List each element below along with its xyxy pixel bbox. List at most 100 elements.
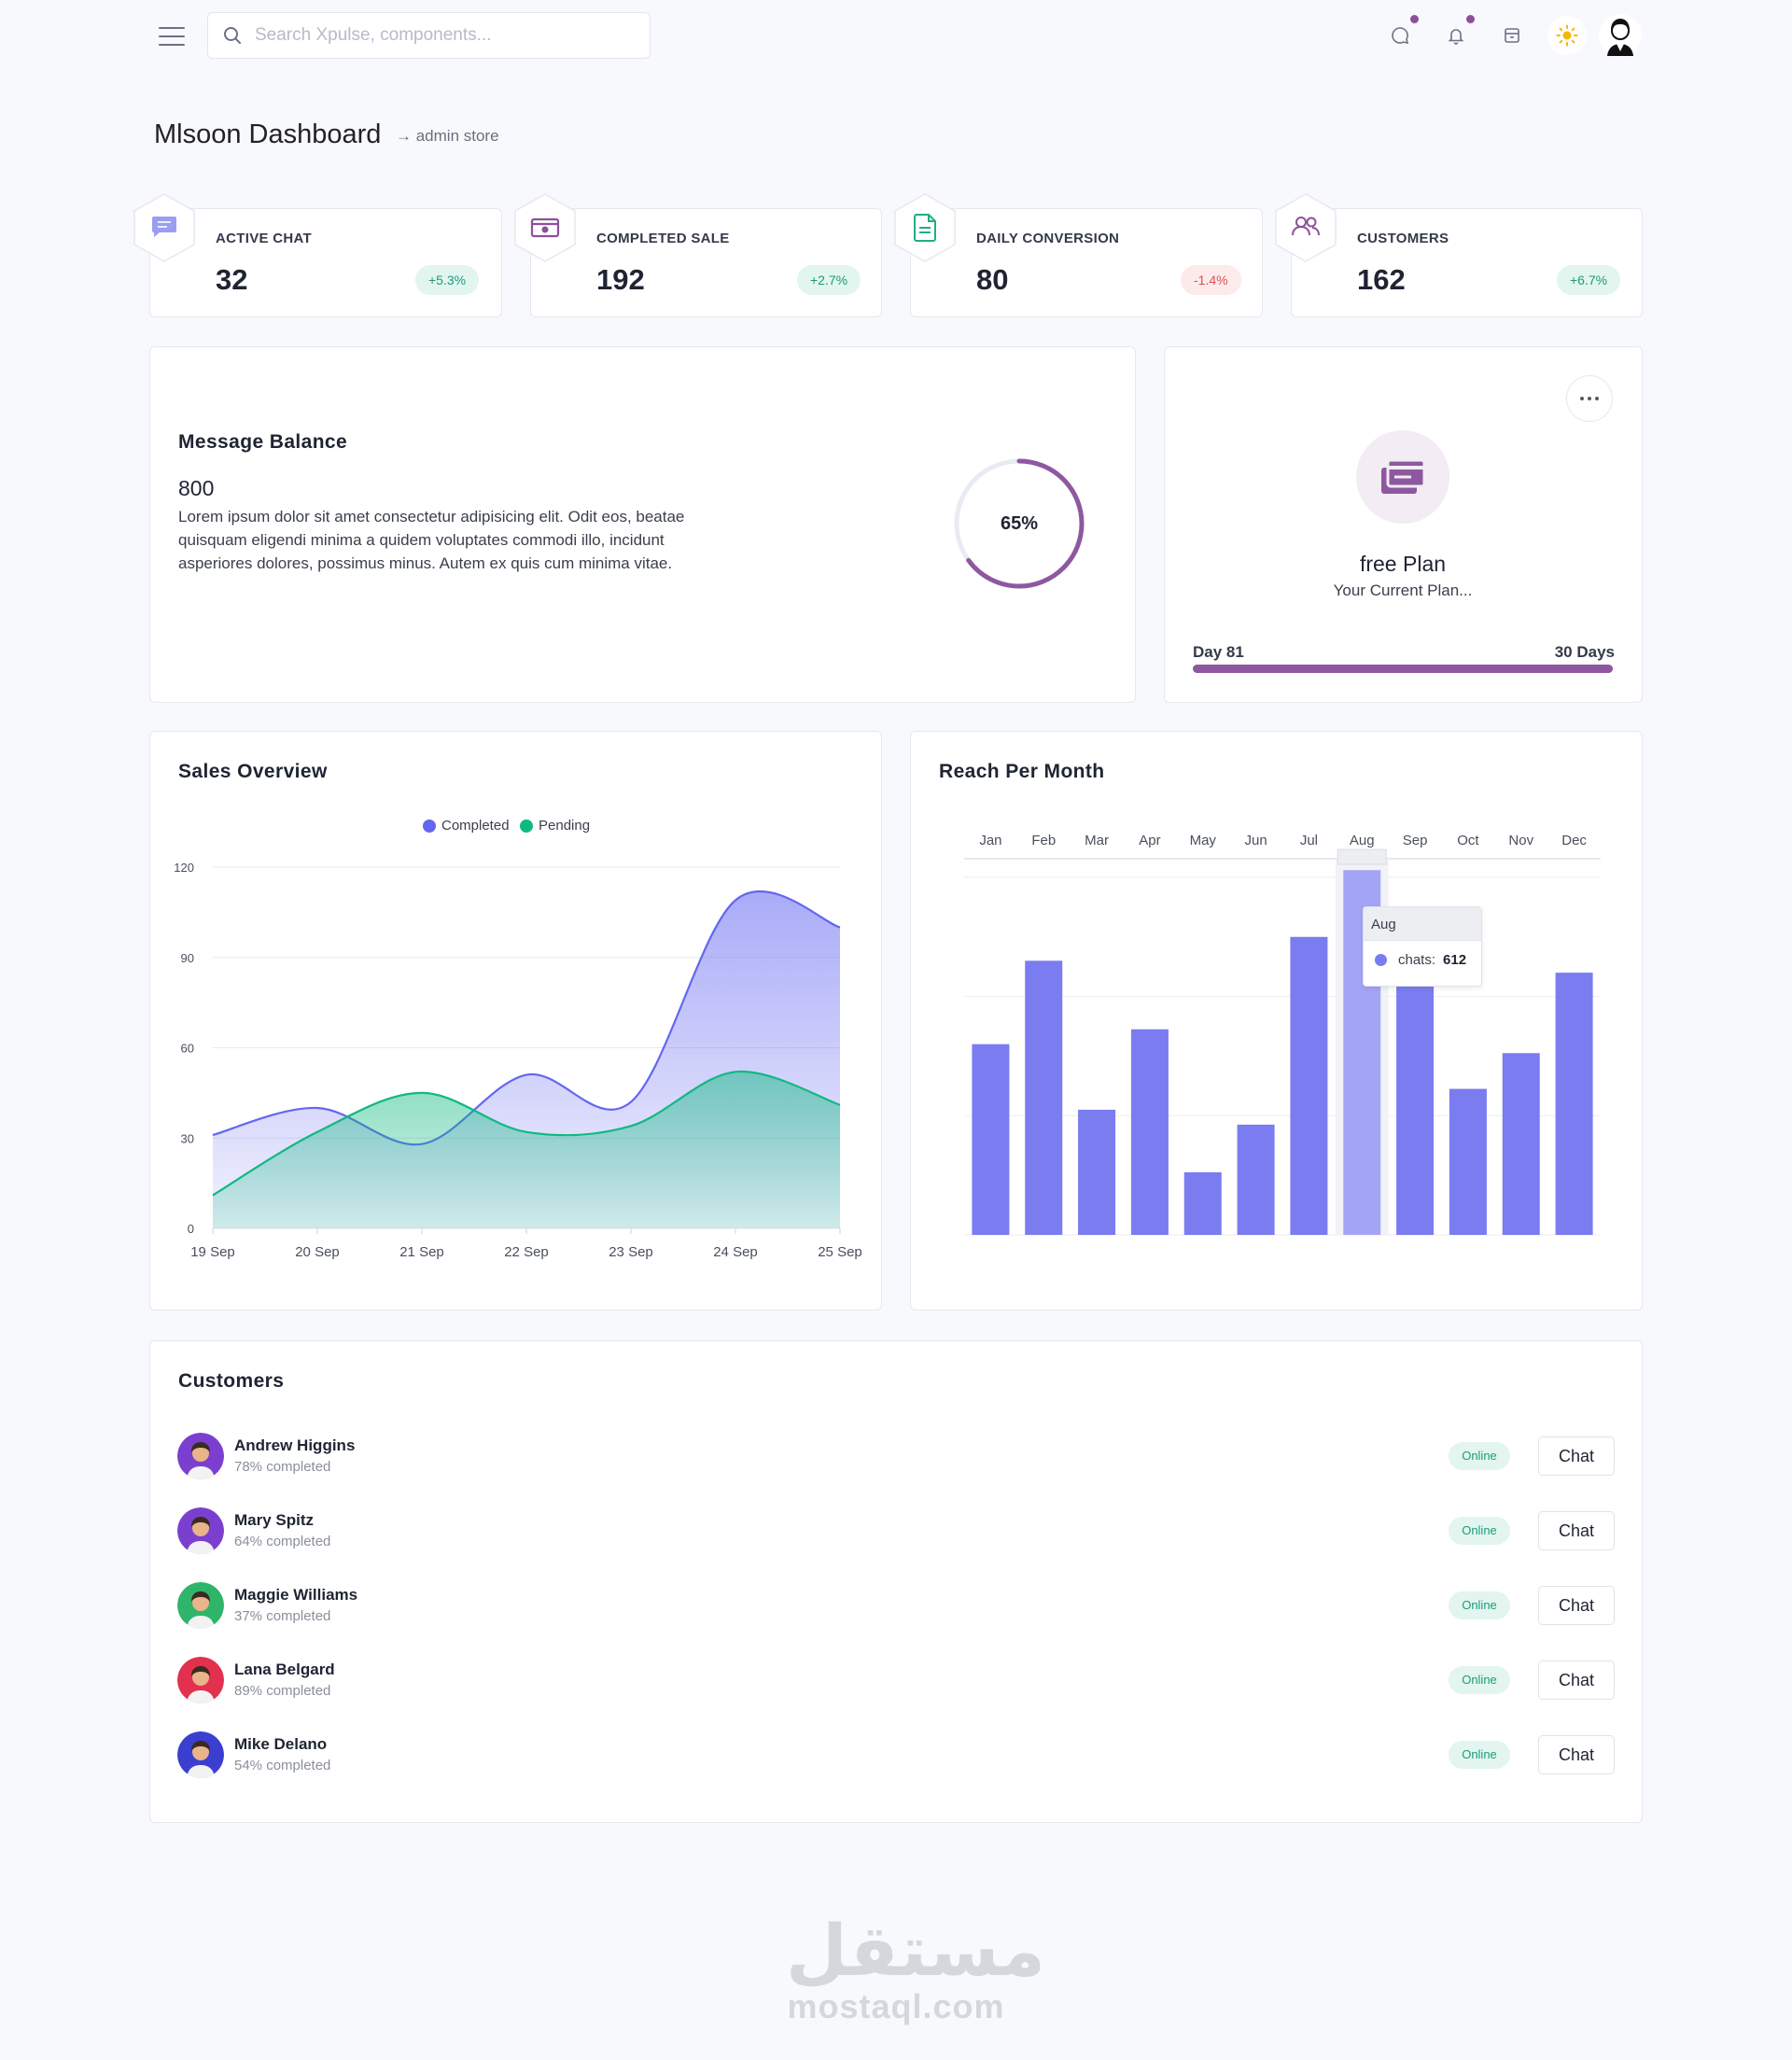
tooltip-body: chats: 612 xyxy=(1364,941,1481,968)
search-input[interactable] xyxy=(255,13,628,58)
x-tick-label: Nov xyxy=(1508,833,1533,848)
customer-row: Andrew Higgins 78% completed Online Chat xyxy=(177,1431,1615,1481)
chart-tooltip: Aug chats: 612 xyxy=(1363,906,1482,987)
series-line xyxy=(212,1070,841,1197)
x-tick-label: 21 Sep xyxy=(399,1244,444,1260)
customer-progress: 37% completed xyxy=(234,1608,331,1624)
message-balance-title: Message Balance xyxy=(178,431,348,453)
message-count: 800 xyxy=(178,476,215,500)
customer-avatar xyxy=(177,1657,224,1703)
customer-row: Lana Belgard 89% completed Online Chat xyxy=(177,1655,1615,1705)
store-icon[interactable] xyxy=(1495,19,1529,52)
plan-progress-fill xyxy=(1193,665,1613,673)
bar xyxy=(1555,973,1593,1235)
plan-total-label: 30 Days xyxy=(1554,643,1615,661)
chat-button[interactable]: Chat xyxy=(1538,1511,1615,1550)
notification-dot xyxy=(1410,15,1419,23)
x-tick-label: Feb xyxy=(1031,833,1056,848)
stat-card-active-chat xyxy=(149,208,502,317)
bar xyxy=(1449,1088,1487,1235)
customer-avatar xyxy=(177,1507,224,1554)
tooltip-series: chats: xyxy=(1398,952,1436,968)
y-tick-label: 60 xyxy=(181,1042,194,1056)
customer-name: Andrew Higgins xyxy=(234,1436,356,1454)
stat-card-daily-conversion xyxy=(910,208,1263,317)
legend-dot xyxy=(423,819,436,833)
stat-card-completed-sale xyxy=(530,208,882,317)
bar xyxy=(1183,1171,1222,1235)
bar xyxy=(1502,1053,1540,1235)
progress-ring xyxy=(954,458,1085,589)
money-icon xyxy=(514,193,576,262)
x-tick-label: Dec xyxy=(1561,833,1587,848)
stat-value: 32 xyxy=(216,263,248,296)
legend-completed[interactable]: Completed xyxy=(423,818,510,834)
sun-icon[interactable] xyxy=(1547,16,1587,55)
y-tick-label: 120 xyxy=(174,861,194,875)
y-tick-label: 90 xyxy=(181,951,194,965)
bar xyxy=(1237,1124,1275,1235)
chat-bubble-icon[interactable] xyxy=(1383,15,1419,52)
x-tick-label: 19 Sep xyxy=(190,1244,235,1260)
series-area xyxy=(213,1072,840,1228)
customers-title: Customers xyxy=(178,1370,285,1392)
change-badge: +5.3% xyxy=(415,265,480,295)
bell-icon[interactable] xyxy=(1439,15,1475,52)
legend-pending[interactable]: Pending xyxy=(520,818,590,834)
chat-icon xyxy=(133,193,195,262)
chat-button[interactable]: Chat xyxy=(1538,1661,1615,1700)
top-bar xyxy=(0,0,1792,71)
stat-value: 162 xyxy=(1357,263,1406,296)
message-balance-card xyxy=(149,346,1136,703)
x-tick-label: 22 Sep xyxy=(504,1244,549,1260)
customer-progress: 78% completed xyxy=(234,1459,331,1475)
crosshair-label xyxy=(1337,848,1387,865)
x-tick-label: Jun xyxy=(1244,833,1267,848)
customer-progress: 89% completed xyxy=(234,1683,331,1699)
bar xyxy=(1130,1029,1169,1235)
stat-label: COMPLETED SALE xyxy=(596,231,730,246)
customer-progress: 54% completed xyxy=(234,1758,331,1773)
plan-card-icon xyxy=(1356,430,1449,524)
bar xyxy=(1078,1109,1116,1235)
users-icon xyxy=(1275,193,1337,262)
reach-title: Reach Per Month xyxy=(939,761,1105,782)
chat-button[interactable]: Chat xyxy=(1538,1586,1615,1625)
notification-dot xyxy=(1466,15,1475,23)
plan-day-label: Day 81 xyxy=(1193,643,1244,661)
tooltip-month: Aug xyxy=(1364,907,1481,941)
y-tick-label: 30 xyxy=(181,1131,194,1145)
user-avatar[interactable] xyxy=(1598,13,1643,58)
tooltip-value: 612 xyxy=(1443,952,1467,968)
stat-card-customers xyxy=(1291,208,1643,317)
x-tick-label: Oct xyxy=(1457,833,1479,848)
series-line xyxy=(212,890,841,1146)
x-tick-label: Mar xyxy=(1085,833,1109,848)
customer-row: Mary Spitz 64% completed Online Chat xyxy=(177,1506,1615,1556)
customer-name: Maggie Williams xyxy=(234,1586,358,1604)
bar xyxy=(1396,966,1435,1235)
document-icon xyxy=(894,193,956,262)
x-tick-label: Jul xyxy=(1300,833,1318,848)
customer-avatar xyxy=(177,1582,224,1629)
customer-progress: 64% completed xyxy=(234,1534,331,1549)
x-tick-label: Jan xyxy=(979,833,1001,848)
search-box[interactable] xyxy=(207,12,651,59)
chat-button[interactable]: Chat xyxy=(1538,1436,1615,1476)
tooltip-dot xyxy=(1375,954,1387,966)
watermark: مستقل mostaql.com xyxy=(786,1909,1045,2025)
y-tick-label: 0 xyxy=(188,1222,194,1236)
watermark-arabic: مستقل xyxy=(786,1909,1045,1992)
more-options-button[interactable] xyxy=(1566,375,1613,422)
x-tick-label: 25 Sep xyxy=(818,1244,862,1260)
chat-button[interactable]: Chat xyxy=(1538,1735,1615,1774)
sales-overview-title: Sales Overview xyxy=(178,761,328,782)
status-badge: Online xyxy=(1449,1591,1510,1619)
customer-row: Mike Delano 54% completed Online Chat xyxy=(177,1730,1615,1780)
x-tick-label: May xyxy=(1190,833,1217,848)
x-tick-label: Apr xyxy=(1139,833,1160,848)
x-tick-label: Sep xyxy=(1403,833,1428,848)
menu-icon[interactable] xyxy=(159,25,185,48)
customer-name: Mike Delano xyxy=(234,1735,328,1753)
legend-label: Pending xyxy=(539,818,591,834)
